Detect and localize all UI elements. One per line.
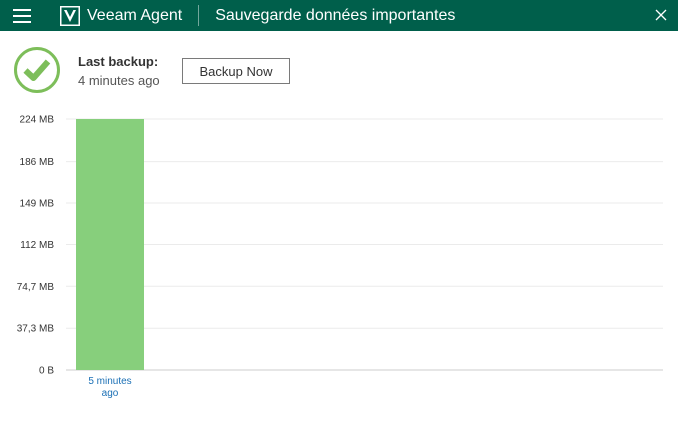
job-title: Sauvegarde données importantes <box>215 6 456 24</box>
backup-now-button[interactable]: Backup Now <box>182 58 290 84</box>
title-bar: Veeam Agent Sauvegarde données important… <box>0 0 678 31</box>
check-circle-icon <box>14 47 60 93</box>
y-tick-label: 74,7 MB <box>17 282 55 293</box>
y-tick-label: 0 B <box>39 366 54 377</box>
close-button[interactable] <box>650 4 672 26</box>
bar[interactable] <box>76 119 144 370</box>
close-icon <box>655 9 667 21</box>
y-tick-label: 186 MB <box>20 157 55 168</box>
hamburger-menu-button[interactable] <box>0 0 44 31</box>
y-tick-label: 112 MB <box>20 240 54 251</box>
backup-size-chart: 0 B 37,3 MB 74,7 MB 112 MB 149 MB 186 MB 224 M… <box>17 115 663 399</box>
y-tick-label: 37,3 MB <box>17 324 55 335</box>
title-separator <box>198 5 200 26</box>
app-name: Veeam Agent <box>87 6 183 24</box>
last-backup-value: 4 minutes ago <box>78 73 160 88</box>
veeam-logo-icon <box>60 5 80 26</box>
y-tick-label: 224 MB <box>20 115 55 126</box>
y-tick-label: 149 MB <box>20 199 55 210</box>
hamburger-icon <box>13 8 31 23</box>
last-backup-label: Last backup: <box>78 54 159 69</box>
x-tick-label[interactable]: 5 minutes ago <box>88 376 131 399</box>
